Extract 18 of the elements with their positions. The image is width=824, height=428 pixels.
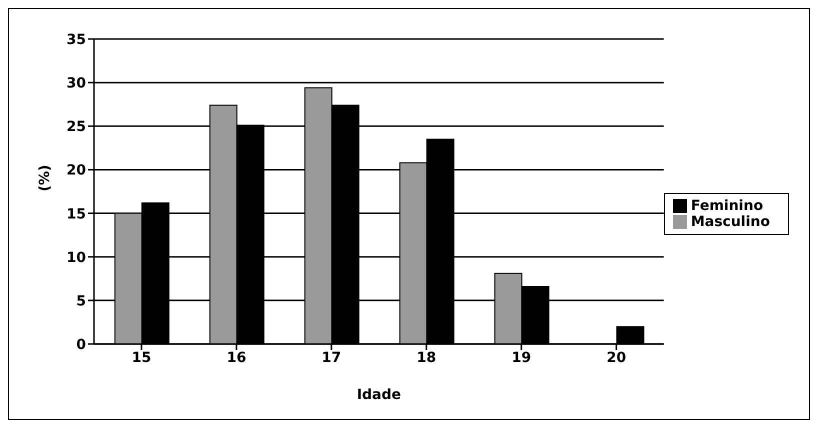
x-tick-label: 19 xyxy=(512,350,532,366)
x-axis-title: Idade xyxy=(356,387,402,403)
legend-label: Masculino xyxy=(690,214,770,230)
x-tick-label: 18 xyxy=(416,350,436,366)
y-tick-label: 20 xyxy=(66,162,86,179)
x-tick-label: 16 xyxy=(226,350,246,366)
y-tick-label: 25 xyxy=(66,119,86,136)
y-tick-label: 30 xyxy=(66,76,86,92)
y-tick-label: 35 xyxy=(66,32,86,48)
x-tick-label: 15 xyxy=(132,350,152,366)
y-axis-title: (%) xyxy=(36,164,53,192)
x-tick-label: 17 xyxy=(322,350,342,366)
y-tick-label: 5 xyxy=(76,293,86,310)
y-tick-label: 10 xyxy=(66,250,86,266)
legend-label: Feminino xyxy=(690,198,764,214)
y-tick-label: 0 xyxy=(76,336,86,353)
y-tick-label: 15 xyxy=(66,206,86,222)
x-tick-label: 20 xyxy=(606,350,626,366)
